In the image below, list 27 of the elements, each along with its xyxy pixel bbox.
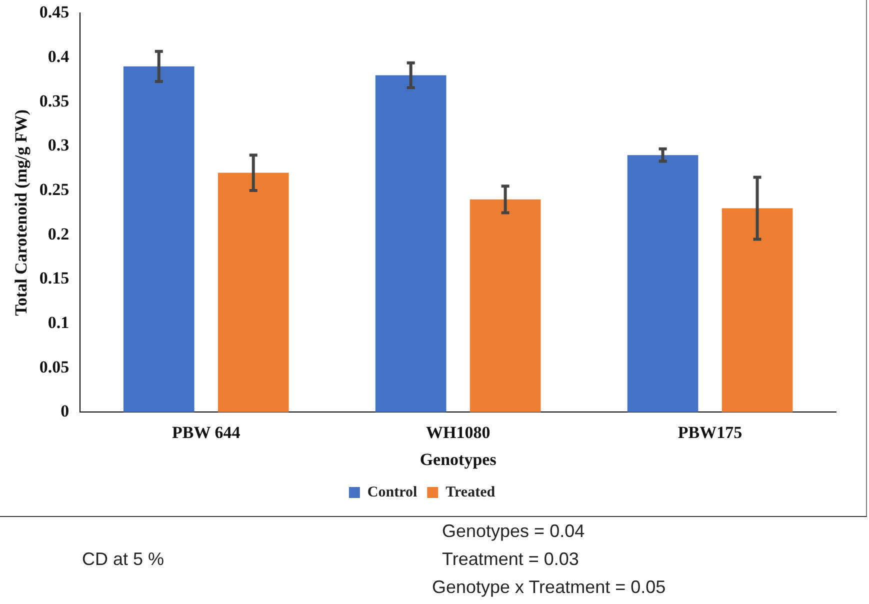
- bar: [218, 172, 289, 412]
- bar: [375, 75, 446, 412]
- text: Genotypes = 0.04: [442, 521, 585, 542]
- x-axis-title: Genotypes: [420, 450, 497, 470]
- text: Treatment = 0.03: [442, 549, 579, 570]
- x-tick-label: PBW 644: [172, 422, 241, 442]
- y-tick-label: 0.45: [39, 2, 70, 22]
- bar: [627, 155, 698, 412]
- y-tick-label: 0.15: [39, 268, 70, 288]
- y-tick-label: 0.35: [39, 91, 70, 110]
- y-tick-label: 0.2: [48, 224, 70, 244]
- y-tick-label: 0: [60, 402, 70, 421]
- x-tick-label: WH1080: [426, 422, 490, 442]
- y-tick-label: 0.1: [48, 312, 70, 332]
- y-tick-label: 0.25: [39, 180, 70, 199]
- text: CD at 5 %: [82, 549, 164, 570]
- bar: [722, 208, 793, 412]
- bar: [123, 66, 194, 412]
- legend-label: Treated: [446, 484, 496, 500]
- y-axis-title: Total Carotenoid (mg/g FW): [12, 110, 31, 316]
- legend-label: Control: [367, 484, 418, 500]
- y-tick-label: 0.05: [39, 357, 70, 376]
- y-tick-label: 0.3: [48, 136, 70, 155]
- bar: [470, 199, 541, 412]
- x-tick-label: PBW175: [678, 422, 742, 442]
- y-tick-label: 0.4: [48, 46, 70, 66]
- text: Genotype x Treatment = 0.05: [432, 577, 666, 598]
